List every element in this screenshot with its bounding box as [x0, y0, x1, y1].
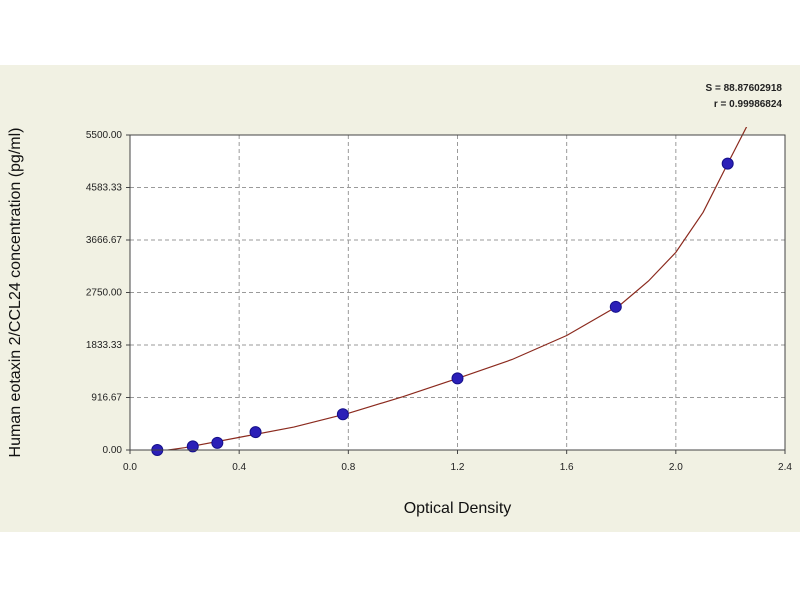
data-point [336, 408, 349, 421]
y-tick-label: 3666.67 [86, 235, 123, 246]
data-point [451, 372, 464, 385]
data-point [249, 426, 262, 439]
chart-panel: 0.0 0.4 0.8 1.2 1.6 2.0 2.4 0.00 916.67 1833.33 2… [0, 65, 800, 532]
x-tick-label: 0.0 [123, 462, 137, 473]
y-tick-label: 2750.00 [86, 288, 123, 299]
data-point [186, 440, 199, 453]
data-point [609, 300, 622, 313]
grid [130, 135, 785, 450]
fit-stat-s: S = 88.87602918 [706, 83, 783, 94]
y-axis-title: Human eotaxin 2/CCL24 concentration (pg/… [7, 128, 24, 458]
chart: 0.0 0.4 0.8 1.2 1.6 2.0 2.4 0.00 916.67 1833.33 2… [7, 83, 792, 517]
data-point [211, 436, 224, 449]
x-tick-label: 1.2 [451, 462, 465, 473]
y-axis-ticks: 0.00 916.67 1833.33 2750.00 3666.67 4583.33 55… [86, 130, 130, 456]
fit-stat-r: r = 0.99986824 [714, 99, 783, 110]
x-tick-label: 0.4 [232, 462, 246, 473]
plot-frame [129, 134, 786, 451]
x-tick-label: 2.0 [669, 462, 683, 473]
y-tick-label: 1833.33 [86, 340, 123, 351]
data-point [721, 157, 734, 170]
x-axis-ticks: 0.0 0.4 0.8 1.2 1.6 2.0 2.4 [123, 450, 792, 473]
x-tick-label: 1.6 [560, 462, 574, 473]
y-tick-label: 4583.33 [86, 183, 123, 194]
y-tick-label: 5500.00 [86, 130, 123, 141]
data-points [151, 157, 734, 456]
x-tick-label: 0.8 [341, 462, 355, 473]
y-tick-label: 916.67 [91, 393, 122, 404]
x-tick-label: 2.4 [778, 462, 792, 473]
x-axis-title: Optical Density [404, 500, 512, 517]
y-tick-label: 0.00 [103, 445, 123, 456]
